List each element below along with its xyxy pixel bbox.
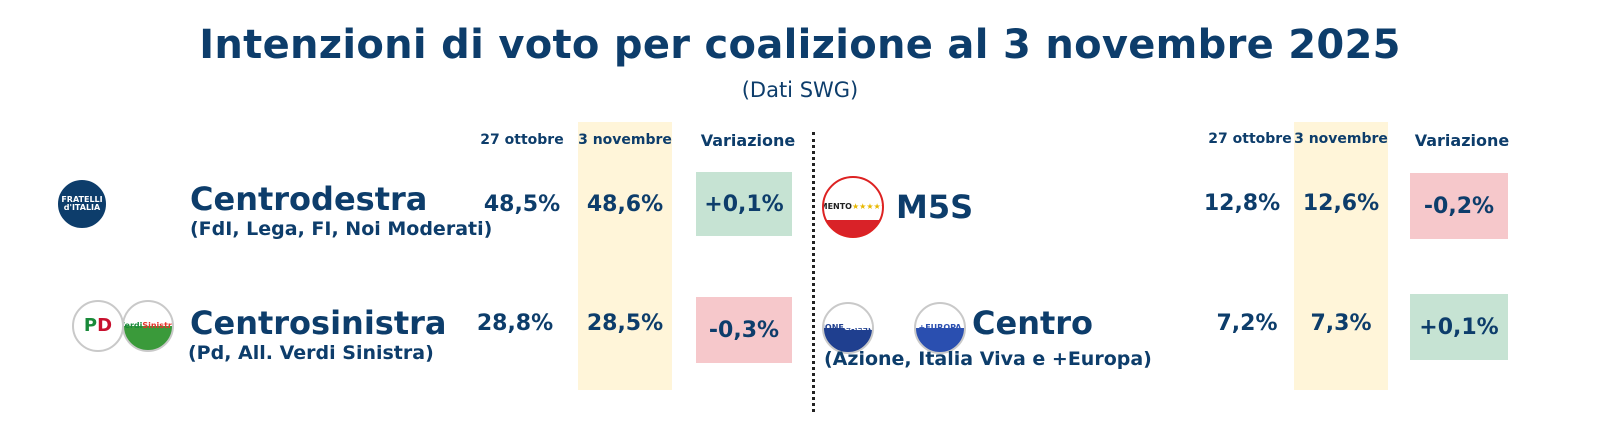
value-curr: 12,6% xyxy=(1302,191,1380,216)
coalition-parties: (Azione, Italia Viva e +Europa) xyxy=(824,348,1152,370)
m5s-logo-icon: MOVIMENTO★★★★★2050 xyxy=(822,176,884,238)
change-badge-positive: +0,1% xyxy=(1410,294,1508,360)
table-divider xyxy=(812,132,815,412)
value-prev: 48,5% xyxy=(483,192,561,217)
header-change-right: Variazione xyxy=(1414,131,1510,150)
header-change-left: Variazione xyxy=(700,131,796,150)
coalition-name: Centro xyxy=(972,304,1094,342)
forza-italia-logo-icon: FORZA ITALIA xyxy=(110,178,162,230)
value-prev: 28,8% xyxy=(476,311,554,336)
piu-europa-logo-icon: +EUROPA xyxy=(914,302,966,354)
m5s-logos: MOVIMENTO★★★★★2050 xyxy=(822,176,886,238)
change-badge-positive: +0,1% xyxy=(696,172,792,236)
change-badge-negative: -0,2% xyxy=(1410,173,1508,239)
header-prev-right: 27 ottobre xyxy=(1208,131,1292,147)
chart-subtitle: (Dati SWG) xyxy=(741,78,859,102)
centro-logos: AZIONECALENDA V +EUROPA xyxy=(822,302,972,358)
fdi-logo-icon: FRATELLI d'ITALIA xyxy=(56,178,108,230)
value-curr: 28,5% xyxy=(586,311,664,336)
azione-logo-icon: AZIONECALENDA xyxy=(822,302,874,354)
chart-title: Intenzioni di voto per coalizione al 3 n… xyxy=(199,22,1401,68)
italia-viva-logo-icon: V xyxy=(868,302,920,354)
coalition-parties: (Pd, All. Verdi Sinistra) xyxy=(188,342,434,364)
value-curr: 7,3% xyxy=(1310,311,1372,336)
value-prev: 7,2% xyxy=(1216,311,1278,336)
header-prev-left: 27 ottobre xyxy=(480,132,564,148)
current-column-highlight-left xyxy=(578,122,672,390)
header-curr-right: 3 novembre xyxy=(1294,131,1388,147)
value-curr: 48,6% xyxy=(586,192,664,217)
noi-moderati-logo-icon: NOI MODERATI xyxy=(124,178,176,230)
value-prev: 12,8% xyxy=(1203,191,1281,216)
coalition-parties: (FdI, Lega, FI, Noi Moderati) xyxy=(190,218,493,240)
change-badge-negative: -0,3% xyxy=(696,297,792,363)
current-column-highlight-right xyxy=(1294,122,1388,390)
coalition-name: Centrosinistra xyxy=(190,304,447,342)
centrodestra-logos: FRATELLI d'ITALIA LEGA FORZA ITALIA NOI MOD… xyxy=(56,178,178,234)
coalition-name: Centrodestra xyxy=(190,180,428,218)
header-curr-left: 3 novembre xyxy=(578,132,672,148)
coalition-name: M5S xyxy=(896,188,974,226)
